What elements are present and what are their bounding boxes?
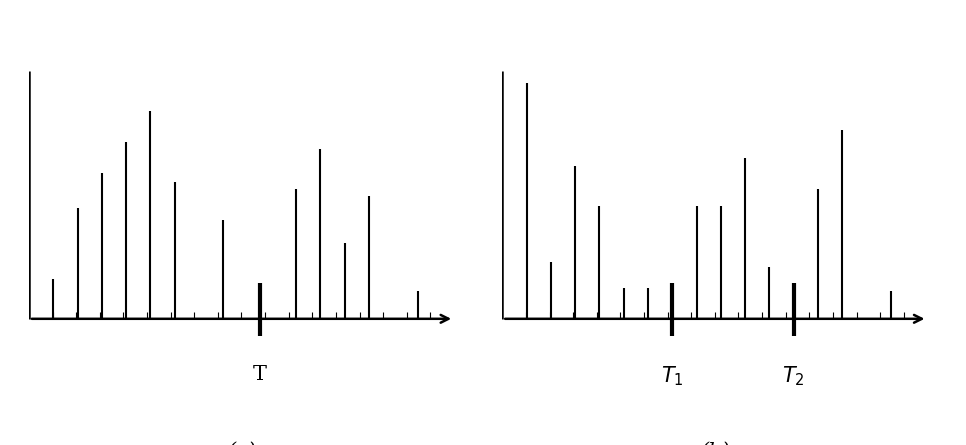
- Text: $T_2$: $T_2$: [782, 365, 805, 388]
- Text: (b): (b): [700, 441, 729, 445]
- Text: (a): (a): [227, 441, 256, 445]
- Text: T: T: [253, 365, 267, 384]
- Text: $T_1$: $T_1$: [661, 365, 684, 388]
